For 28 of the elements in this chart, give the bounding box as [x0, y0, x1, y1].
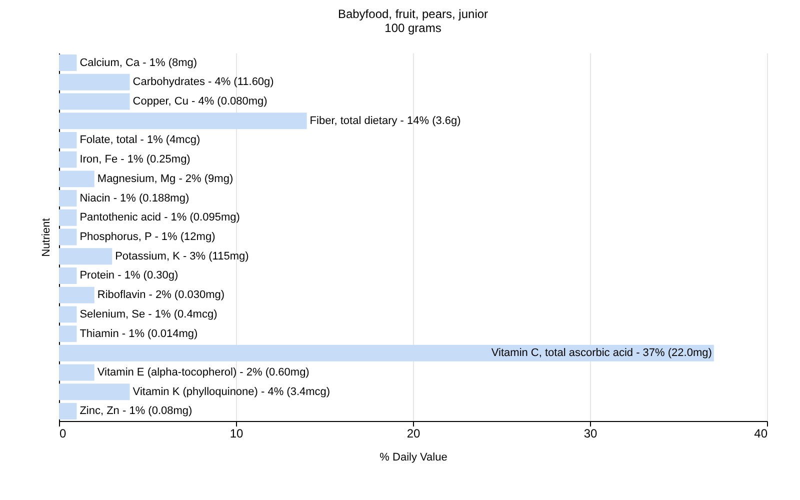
y-tick-label: Vitamin K (phylloquinone) - 4% (3.4mcg)	[132, 386, 330, 398]
y-tick-label: Calcium, Ca - 1% (8mg)	[80, 56, 198, 69]
y-tick-label: Vitamin C, total ascorbic acid - 37% (22.0mg)	[491, 347, 712, 360]
y-tick-label: Iron, Fe - 1% (0.25mg)	[80, 154, 190, 166]
x-tick-label: 40	[754, 426, 768, 440]
y-tick-label: Riboflavin - 2% (0.030mg)	[97, 289, 225, 302]
y-tick-label: Selenium, Se - 1% (0.4mcg)	[80, 308, 218, 320]
y-tick-label: Copper, Cu - 4% (0.080mg)	[132, 95, 268, 108]
y-tick-label: Magnesium, Mg - 2% (9mg)	[97, 172, 234, 185]
x-tick-label: 30	[584, 426, 598, 440]
y-tick-label: Pantothenic acid - 1% (0.095mg)	[80, 212, 240, 224]
chart-title: Babyfood, fruit, pears, junior	[338, 7, 488, 21]
x-tick-label: 20	[406, 426, 420, 440]
y-tick-label: Thiamin - 1% (0.014mg)	[80, 328, 198, 340]
y-tick-label: Fiber, total dietary - 14% (3.6g)	[310, 114, 461, 127]
x-tick-label: 0	[60, 426, 66, 440]
y-tick-label: Potassium, K - 3% (115mg)	[115, 250, 249, 262]
y-axis-title: Nutrient	[40, 218, 52, 257]
y-tick-label: Niacin - 1% (0.188mg)	[80, 192, 190, 204]
y-tick-label: Zinc, Zn - 1% (0.08mg)	[80, 405, 192, 418]
y-tick-label: Carbohydrates - 4% (11.60g)	[132, 76, 274, 88]
y-tick-label: Protein - 1% (0.30g)	[80, 270, 178, 282]
x-axis-title: % Daily Value	[380, 452, 448, 464]
y-tick-label: Phosphorus, P - 1% (12mg)	[80, 231, 216, 243]
y-tick-label: Vitamin E (alpha-tocopherol) - 2% (0.60mg)	[97, 366, 310, 379]
y-tick-label: Folate, total - 1% (4mcg)	[80, 134, 200, 146]
x-tick-label: 10	[230, 426, 244, 440]
chart-subtitle: 100 grams	[384, 21, 442, 35]
